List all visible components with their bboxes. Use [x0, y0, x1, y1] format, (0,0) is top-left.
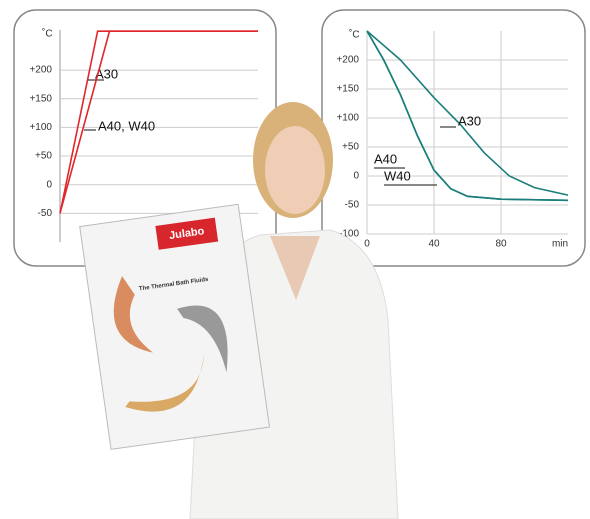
splash [125, 355, 204, 412]
splash [113, 276, 153, 353]
x-tick-label: 0 [364, 239, 370, 250]
y-axis-label: ˚C [349, 29, 360, 41]
splash [177, 305, 228, 373]
charts: ˚C +200 +150 +100 +50 0 -50 A30 A40, W40 ˚C +200 +1… [29, 28, 569, 250]
x-axis-label: min [552, 239, 568, 250]
y-tick-label: +50 [342, 142, 359, 153]
y-tick-label: +150 [336, 84, 359, 95]
series-label: A40 [374, 151, 397, 166]
series-line [59, 30, 258, 214]
series-line [366, 30, 569, 196]
face [265, 126, 325, 214]
logo: Julabo [168, 225, 205, 242]
x-tick-label: 80 [495, 239, 507, 250]
y-tick-label: 0 [353, 171, 359, 182]
y-tick-label: -50 [38, 208, 53, 219]
y-tick-label: +50 [35, 151, 52, 162]
logo-box [155, 217, 219, 250]
y-tick-label: +100 [29, 122, 52, 133]
series-label: W40 [384, 168, 411, 183]
y-tick-label: +200 [29, 65, 52, 76]
y-axis-label: ˚C [42, 28, 53, 40]
y-tick-label: 0 [46, 179, 52, 190]
x-tick-label: 40 [428, 239, 440, 250]
y-tick-label: -50 [345, 200, 360, 211]
brochure-cover [79, 203, 271, 450]
series-label: A40, W40 [98, 118, 155, 133]
y-tick-label: +150 [29, 93, 52, 104]
series-label: A30 [458, 113, 481, 128]
y-tick-label: -100 [339, 229, 359, 240]
y-tick-label: +200 [336, 55, 359, 66]
series-line [366, 30, 569, 202]
series-label: A30 [95, 66, 118, 81]
chart-panel [321, 9, 586, 267]
brochure: Julabo The Thermal Bath Fluids [79, 203, 271, 450]
y-tick-label: +100 [336, 113, 359, 124]
neck [270, 236, 320, 300]
